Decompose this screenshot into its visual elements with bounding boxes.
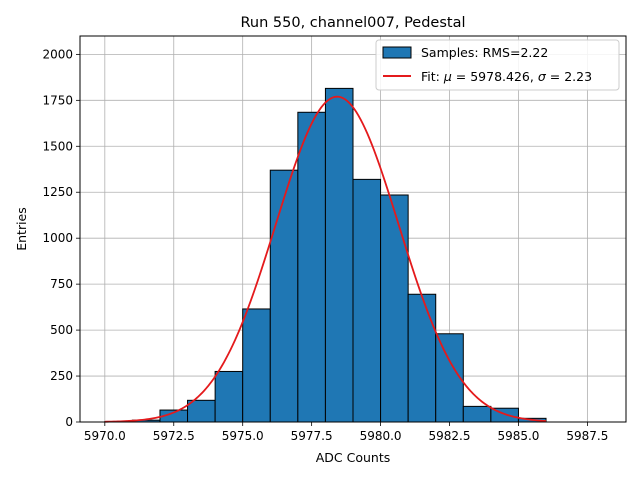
- x-tick-label: 5982.5: [429, 429, 471, 443]
- y-tick-label: 500: [50, 323, 73, 337]
- histogram-bar: [187, 399, 216, 423]
- legend-fit-sigma-value: 2.23: [564, 69, 592, 84]
- y-tick-label: 1000: [42, 231, 73, 245]
- x-tick-label: 5980.0: [360, 429, 402, 443]
- legend-box: [375, 39, 620, 91]
- x-axis-ticks: 5970.0 5972.5 5975.0 5977.5 5980.0 5982.5 5985…: [84, 422, 608, 443]
- legend-fit-label: Fit: μ = 5978.426, σ = 2.23: [421, 69, 592, 84]
- legend-fit-sigma-eq: =: [546, 69, 564, 84]
- histogram-bar: [297, 111, 326, 423]
- x-tick-label: 5972.5: [153, 429, 195, 443]
- histogram-bar: [352, 178, 382, 423]
- y-tick-label: 250: [50, 369, 73, 383]
- legend-histogram-label: Samples: RMS=2.22: [421, 45, 548, 60]
- y-tick-label: 0: [65, 415, 73, 429]
- y-tick-label: 1250: [42, 185, 73, 199]
- x-tick-label: 5985.0: [497, 429, 539, 443]
- histogram-bar: [435, 333, 464, 423]
- x-tick-label: 5970.0: [84, 429, 126, 443]
- legend-fit-mu-value: 5978.426: [470, 69, 530, 84]
- legend-fit-separator: ,: [530, 69, 538, 84]
- fit-curve: [104, 95, 547, 423]
- histogram-bar: [214, 370, 244, 423]
- legend-fit-mu-symbol: μ: [443, 69, 452, 84]
- legend-fit-prefix: Fit:: [421, 69, 444, 84]
- histogram-bar: [407, 293, 437, 423]
- x-tick-label: 5987.5: [566, 429, 608, 443]
- histogram-bar: [462, 405, 492, 423]
- y-axis-label: Entries: [14, 207, 29, 251]
- x-tick-label: 5977.5: [291, 429, 333, 443]
- axes-frame: [79, 35, 627, 423]
- legend-fit-mu-eq: =: [452, 69, 470, 84]
- x-axis-label: ADC Counts: [316, 450, 391, 465]
- histogram-bar: [269, 169, 299, 423]
- y-tick-label: 750: [50, 277, 73, 291]
- histogram-bar: [324, 87, 354, 423]
- histogram-bar: [380, 194, 409, 423]
- y-axis-ticks: 0 250 500 750 1000 1250 1500 1750 2000: [42, 47, 80, 429]
- histogram-bars: [104, 87, 547, 423]
- legend: Samples: RMS=2.22 Fit: μ = 5978.426, σ =…: [375, 39, 620, 91]
- y-tick-label: 1500: [42, 139, 73, 153]
- y-tick-label: 2000: [42, 47, 73, 61]
- chart-title: Run 550, channel007, Pedestal: [240, 15, 465, 31]
- histogram-bar: [242, 308, 271, 423]
- x-tick-label: 5975.0: [222, 429, 264, 443]
- y-tick-label: 1750: [42, 93, 73, 107]
- legend-histogram-swatch: [382, 46, 412, 59]
- fit-curve-group: [104, 95, 547, 423]
- legend-fit-sigma-symbol: σ: [538, 69, 547, 84]
